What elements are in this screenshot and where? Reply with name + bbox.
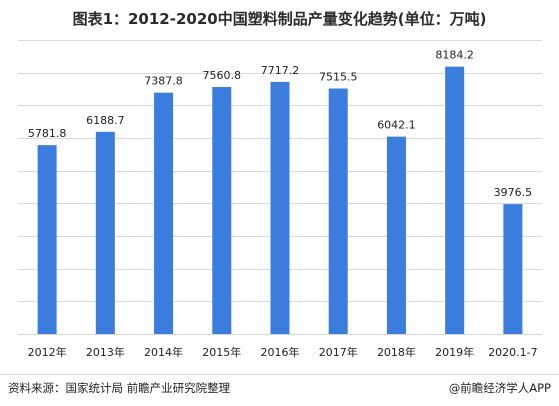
source-note: 资料来源：国家统计局 前瞻产业研究院整理 — [8, 381, 231, 395]
bar — [212, 87, 232, 334]
bar — [95, 131, 115, 334]
value-label: 8184.2 — [435, 49, 474, 62]
credit-note: @前瞻经济学人APP — [448, 381, 551, 395]
bar — [386, 136, 406, 334]
x-tick-label: 2015年 — [202, 345, 241, 359]
footer-divider — [0, 374, 559, 375]
value-labels: 5781.8 6188.7 7387.8 7560.8 7717.2 7515.5 6042… — [28, 49, 532, 199]
bar — [37, 145, 57, 334]
bar — [328, 88, 348, 334]
bar — [445, 66, 465, 334]
x-tick-label: 2013年 — [86, 345, 125, 359]
value-label: 7717.2 — [261, 64, 300, 77]
value-label: 5781.8 — [28, 127, 67, 140]
value-label: 7387.8 — [144, 75, 183, 88]
chart-title: 图表1：2012-2020中国塑料制品产量变化趋势(单位：万吨) — [72, 10, 487, 28]
footer: 资料来源：国家统计局 前瞻产业研究院整理 @前瞻经济学人APP — [8, 380, 551, 400]
bar — [270, 81, 290, 334]
value-label: 6188.7 — [86, 114, 125, 127]
value-label: 3976.5 — [494, 186, 533, 199]
value-label: 6042.1 — [377, 119, 416, 132]
bar — [503, 204, 523, 334]
value-label: 7560.8 — [203, 69, 242, 82]
bars — [37, 66, 523, 335]
x-tick-label: 2018年 — [377, 345, 416, 359]
bar — [154, 92, 174, 335]
x-tick-label: 2019年 — [435, 345, 474, 359]
x-tick-label: 2020.1-7 — [488, 346, 537, 359]
x-tick-label: 2012年 — [28, 345, 67, 359]
x-tick-label: 2016年 — [261, 345, 300, 359]
x-tick-labels: 2012年 2013年 2014年 2015年 2016年 2017年 2018年 2019年… — [28, 345, 538, 359]
x-tick-label: 2017年 — [319, 345, 358, 359]
value-label: 7515.5 — [319, 70, 358, 83]
x-tick-label: 2014年 — [144, 345, 183, 359]
